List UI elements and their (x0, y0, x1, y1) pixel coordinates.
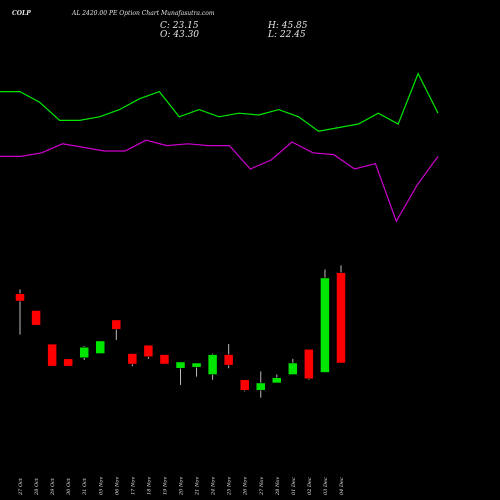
symbol-label: COLP (12, 10, 31, 17)
candle-body (272, 377, 282, 384)
x-tick-label: 29 Oct (50, 477, 56, 496)
candle-body (288, 362, 298, 375)
candle-body (207, 354, 218, 375)
candle-body (336, 272, 346, 364)
candle-body (111, 319, 122, 330)
candle-body (175, 361, 186, 369)
x-tick-label: 19 Nov (162, 477, 168, 495)
x-tick-label: 24 Nov (211, 477, 217, 496)
candle-body (47, 343, 57, 367)
candle-body (63, 358, 73, 367)
x-tick-label: 30 Oct (66, 477, 72, 495)
candle-body (256, 382, 266, 391)
chart-title: AL 2420.00 PE Option Chart Munafasutra.c… (72, 10, 215, 17)
candle-body (304, 349, 314, 380)
candle-body (31, 310, 41, 326)
indicator-line-1 (0, 72, 439, 132)
candle-body (159, 354, 170, 365)
x-tick-label: 18 Nov (146, 477, 152, 495)
x-tick-label: 06 Nov (114, 477, 120, 495)
x-tick-label: 20 Nov (179, 477, 185, 496)
x-tick-label: 01 Dec (291, 477, 297, 495)
x-tick-label: 28 Oct (34, 477, 40, 496)
x-tick-label: 27 Oct (18, 477, 24, 496)
x-tick-label: 31 Oct (82, 477, 88, 495)
candle-body (320, 277, 330, 373)
x-tick-label: 04 Dec (339, 477, 345, 495)
x-tick-label: 21 Nov (195, 477, 201, 496)
candle-body (95, 340, 105, 354)
x-tick-label: 28 Nov (275, 477, 281, 496)
open-value: O: 43.30 (160, 30, 200, 40)
x-tick-label: 05 Nov (98, 477, 104, 495)
candle-body (239, 379, 250, 391)
x-tick-label: 02 Dec (307, 477, 313, 495)
candle-body (223, 354, 234, 366)
candle-body (15, 293, 25, 302)
x-tick-label: 17 Nov (130, 477, 136, 495)
close-value: C: 23.15 (160, 21, 199, 31)
x-tick-label: 25 Nov (227, 477, 233, 496)
candle-body (79, 347, 89, 358)
x-tick-label: 26 Nov (243, 477, 249, 496)
candle-body (127, 353, 138, 365)
candle-body (143, 344, 154, 357)
high-value: H: 45.85 (268, 21, 308, 31)
x-tick-label: 27 Nov (259, 477, 265, 496)
low-value: L: 22.45 (268, 30, 306, 40)
x-tick-label: 03 Dec (323, 477, 329, 495)
candle-body (191, 362, 202, 368)
indicator-line-2 (0, 139, 439, 223)
